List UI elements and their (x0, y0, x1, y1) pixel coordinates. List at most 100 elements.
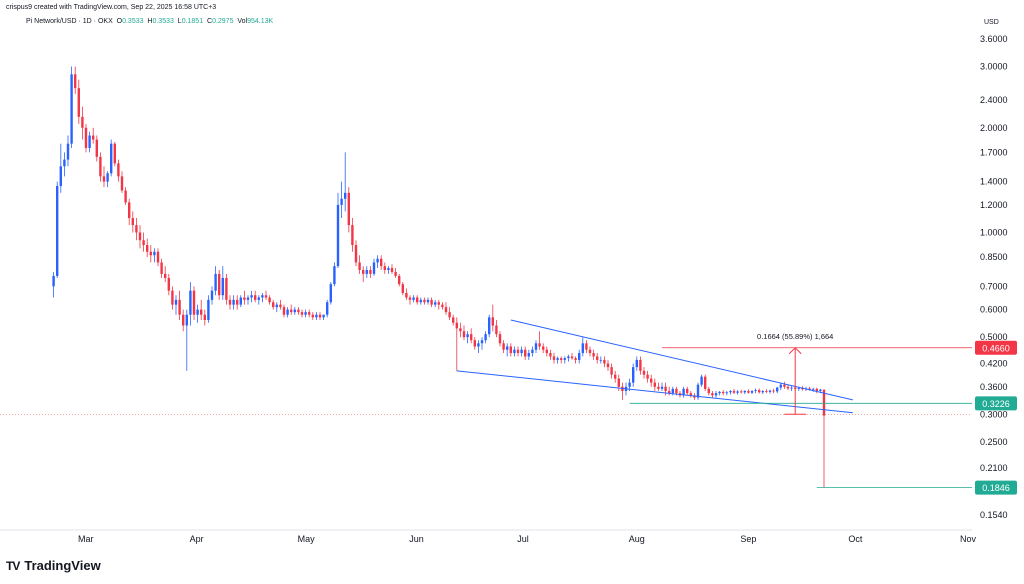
candle-body (185, 314, 188, 326)
candle (300, 309, 304, 318)
candle (653, 378, 656, 392)
candle (534, 340, 538, 354)
candle-body (552, 356, 556, 360)
candle-body (318, 314, 322, 318)
close-value: 0.2975 (212, 18, 234, 25)
candle (635, 356, 638, 371)
candle (621, 382, 624, 400)
candle (142, 232, 145, 252)
candle-body (88, 135, 91, 148)
price-tick-label: 0.3000 (980, 409, 1008, 419)
price-axis-badge: 0.3226 (975, 396, 1017, 411)
candle-body (779, 384, 782, 388)
candle-body (81, 116, 84, 128)
candle (779, 382, 782, 391)
candle-body (419, 299, 422, 303)
candle-body (797, 388, 800, 389)
candle (326, 299, 329, 318)
candle-body (650, 378, 653, 383)
candle-body (376, 258, 379, 263)
candle-body (95, 139, 98, 157)
symbol-name[interactable]: Pi Network/USD · 1D · OKX (26, 18, 113, 25)
candle (239, 295, 242, 308)
candle (682, 386, 685, 398)
candle-body (761, 391, 764, 393)
candle-body (210, 290, 214, 300)
symbol-legend: Pi Network/USD · 1D · OKX O0.3533 H0.353… (26, 18, 273, 25)
candle-body (92, 135, 95, 140)
candle (347, 187, 350, 233)
candle-body (480, 340, 484, 344)
candle-body (174, 299, 178, 305)
price-tick-label: 0.3600 (980, 382, 1008, 392)
candle (88, 131, 91, 153)
candle (768, 389, 772, 394)
wedge-lower-trendline (456, 370, 853, 414)
time-tick-label: Oct (848, 534, 863, 544)
price-tick-label: 1.4000 (980, 177, 1008, 187)
price-tick-label: 3.6000 (980, 34, 1008, 44)
candle (333, 262, 336, 287)
candle-body (819, 389, 822, 392)
candle (210, 286, 214, 305)
candle-body (722, 391, 725, 394)
candle-body (401, 284, 404, 293)
candle-body (545, 349, 548, 354)
candle (434, 299, 437, 308)
candle-body (264, 295, 268, 298)
candle (394, 268, 397, 278)
candle-body (502, 343, 505, 350)
candle-body (383, 266, 386, 270)
candle (207, 295, 210, 323)
tradingview-brand[interactable]: TV TradingView (6, 558, 101, 573)
price-badge-label: 0.1846 (982, 483, 1010, 493)
candle (365, 266, 368, 278)
candle (261, 292, 264, 303)
open-label: O (116, 18, 123, 25)
candle-body (333, 266, 336, 285)
candles[interactable] (52, 66, 826, 488)
candle (441, 302, 444, 310)
candle-body (394, 271, 397, 276)
candle-body (574, 358, 577, 360)
candle-body (567, 356, 570, 359)
candle-body (351, 225, 354, 246)
candle-body (200, 309, 203, 315)
candle (174, 295, 178, 315)
candle-body (423, 299, 426, 303)
candle (146, 238, 149, 258)
candle-body (707, 388, 710, 394)
candle (322, 314, 325, 321)
candle-body (77, 88, 80, 117)
candle-body (358, 262, 361, 270)
candle (689, 391, 692, 398)
candle (563, 356, 566, 364)
candle-body (642, 370, 646, 375)
drawings[interactable]: 0.1664 (55.89%) 1,664 (456, 319, 972, 489)
candle (581, 337, 584, 357)
candle (495, 320, 498, 338)
candle (124, 187, 127, 205)
candle (117, 159, 120, 182)
candle-body (167, 277, 170, 291)
candle (552, 353, 556, 364)
candle-body (416, 297, 419, 303)
time-axis[interactable]: Mar Apr May Jun Jul Aug Sep Oct Nov (78, 534, 977, 544)
candle (412, 295, 415, 303)
candle (200, 299, 203, 321)
candle-body (405, 292, 408, 298)
candle-body (473, 340, 476, 347)
candle-body (279, 304, 282, 308)
candle (790, 385, 793, 392)
candle (509, 343, 512, 357)
candle-body (664, 386, 667, 392)
candle (232, 295, 235, 310)
candle-body (822, 389, 826, 416)
candle (149, 245, 152, 263)
candle (77, 79, 80, 125)
time-tick-label: Mar (78, 534, 94, 544)
brand-name: TradingView (24, 558, 101, 573)
candle (574, 356, 577, 364)
price-axis[interactable]: 3.6000 3.0000 2.4000 2.0000 1.7000 1.4000 1.20… (975, 34, 1017, 520)
